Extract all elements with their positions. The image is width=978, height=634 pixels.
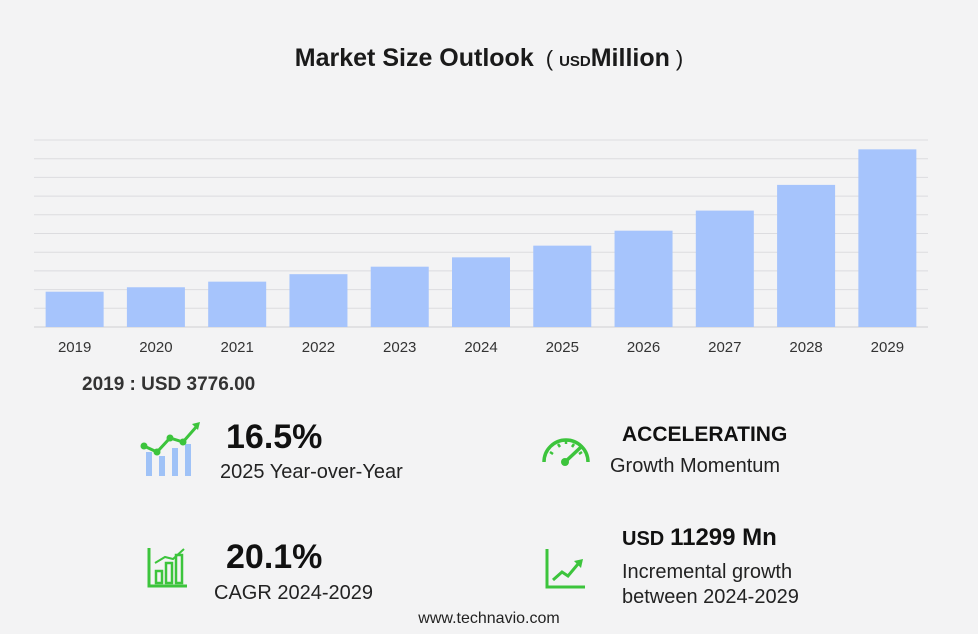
bar-2029 bbox=[858, 149, 917, 327]
x-tick-label: 2024 bbox=[464, 339, 497, 356]
chart-title: Market Size Outlook(USDMillion) bbox=[294, 44, 684, 72]
bar-2022 bbox=[289, 274, 348, 327]
yoy-value: 16.5% bbox=[226, 418, 323, 456]
x-tick-label: 2026 bbox=[627, 339, 660, 356]
base-year-value: 2019 : USD 3776.00 bbox=[82, 374, 256, 395]
cagr-value: 20.1% bbox=[226, 538, 323, 576]
incremental-label-line1: Incremental growth bbox=[622, 561, 793, 583]
bar-chart-icon bbox=[147, 548, 187, 588]
line-growth-icon bbox=[545, 549, 585, 589]
x-tick-label: 2027 bbox=[708, 339, 741, 356]
bar-2026 bbox=[614, 230, 673, 327]
x-tick-label: 2029 bbox=[871, 339, 904, 356]
yoy-label: 2025 Year-over-Year bbox=[220, 461, 403, 483]
incremental-value: USD 11299 Mn bbox=[622, 524, 777, 551]
bar-growth-icon bbox=[140, 422, 200, 476]
bar-2027 bbox=[695, 210, 754, 327]
x-tick-label: 2023 bbox=[383, 339, 416, 356]
x-tick-label: 2020 bbox=[139, 339, 172, 356]
source-link[interactable]: www.technavio.com bbox=[418, 610, 560, 627]
bar-2021 bbox=[208, 281, 267, 327]
x-tick-label: 2019 bbox=[58, 339, 91, 356]
x-tick-label: 2025 bbox=[546, 339, 579, 356]
x-tick-label: 2028 bbox=[789, 339, 822, 356]
incremental-label-line2: between 2024-2029 bbox=[622, 586, 799, 608]
momentum-value: ACCELERATING bbox=[622, 423, 788, 446]
speedometer-icon bbox=[542, 438, 590, 466]
x-tick-label: 2021 bbox=[220, 339, 253, 356]
momentum-label: Growth Momentum bbox=[610, 455, 781, 477]
x-tick-label: 2022 bbox=[302, 339, 335, 356]
bar-2019 bbox=[45, 291, 104, 327]
bar-2024 bbox=[452, 257, 510, 327]
bar-2025 bbox=[533, 245, 592, 327]
bar-2020 bbox=[126, 287, 185, 327]
cagr-label: CAGR 2024-2029 bbox=[214, 582, 373, 604]
bar-2028 bbox=[777, 184, 836, 327]
bar-chart: 2019 2020 2021 2022 2023 2024 2025 2026 2027 2028… bbox=[34, 139, 928, 356]
bar-2023 bbox=[370, 266, 429, 327]
